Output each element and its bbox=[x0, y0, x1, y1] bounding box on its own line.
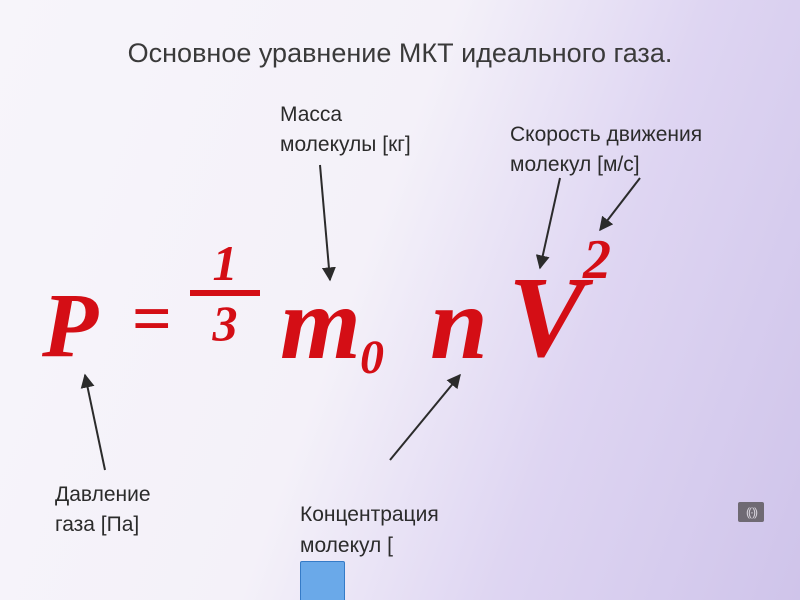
eq-frac-den: 3 bbox=[190, 298, 260, 348]
label-concentration-text: Концентрация молекул [ bbox=[300, 503, 439, 556]
arrow bbox=[320, 165, 330, 280]
arrow bbox=[85, 375, 105, 470]
eq-concentration: n bbox=[430, 264, 488, 383]
arrow bbox=[390, 375, 460, 460]
eq-sub0: 0 bbox=[360, 330, 384, 385]
eq-equals: = bbox=[132, 280, 172, 360]
eq-sup2: 2 bbox=[583, 228, 611, 292]
label-concentration: Концентрация молекул [ м−3 bbox=[300, 470, 439, 600]
sound-icon[interactable]: ((·)) bbox=[738, 502, 764, 522]
arrow bbox=[600, 178, 640, 230]
label-speed: Скорость движения молекул [м/с] bbox=[510, 120, 702, 181]
label-mass: Масса молекулы [кг] bbox=[280, 100, 411, 161]
eq-pressure: P bbox=[42, 272, 98, 378]
slide-title: Основное уравнение МКТ идеального газа. bbox=[0, 38, 800, 69]
eq-mass: m bbox=[280, 264, 361, 383]
label-pressure: Давление газа [Па] bbox=[55, 480, 151, 541]
eq-frac-num: 1 bbox=[190, 238, 260, 288]
eq-velocity: V bbox=[508, 252, 585, 385]
unit-chip: м−3 bbox=[300, 561, 345, 600]
eq-fraction: 1 3 bbox=[190, 238, 260, 348]
